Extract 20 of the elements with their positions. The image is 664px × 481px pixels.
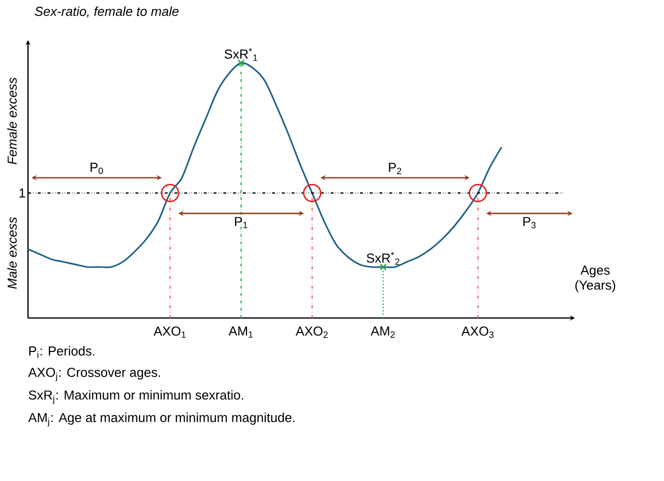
text: Ages (Years) [575, 266, 616, 292]
annotation: P$_{1}$ [235, 217, 248, 228]
chart-title: Sex-ratio, female to male [34, 6, 179, 18]
x-tick-label: AM$_{2}$ [370, 326, 395, 338]
annotation: SxR$^{*}$2 [366, 252, 400, 265]
annotation: P$_{0}$ [90, 162, 103, 174]
x-tick-label: AXO$_{1}$ [154, 326, 186, 338]
text: Female excess [7, 78, 17, 164]
x-tick-label: AM$_{1}$ [228, 326, 253, 338]
x-tick-label: AXO$_{3}$ [461, 326, 494, 338]
text: P$_{3}$ [523, 217, 536, 228]
text: AXO$_{j}$: Crossover ages. [28, 368, 160, 382]
x-tick-label: AXO$_{2}$ [296, 326, 328, 338]
text: Male excess [7, 217, 17, 289]
annotation: 1 [20, 188, 26, 198]
text: AM$_{j}$: Age at maximum or minimum magnitude. [28, 412, 294, 426]
annotation: SxR$^{*}$1 [224, 48, 258, 61]
text: P$_{i}$: Periods. [29, 346, 94, 358]
text: SxR$_{j}$: Maximum or minimum sexratio. [28, 390, 244, 404]
annotation: P$_{2}$ [388, 162, 402, 174]
